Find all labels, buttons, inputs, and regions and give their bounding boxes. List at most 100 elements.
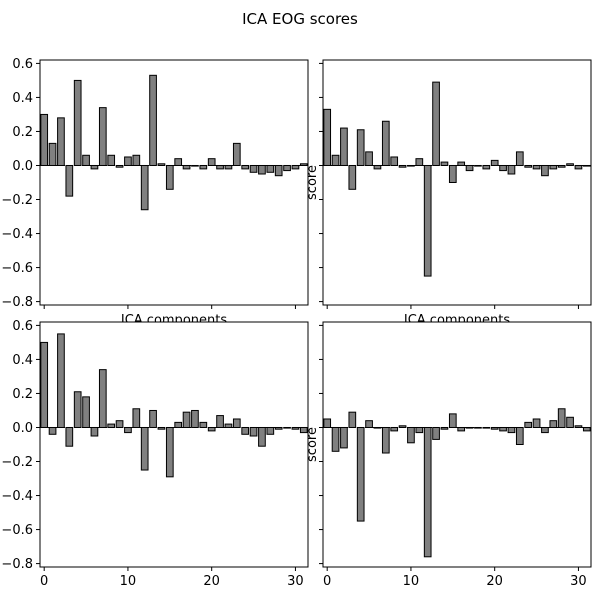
- bar-component-7: [381, 120, 390, 166]
- bar-component-11: [132, 408, 141, 428]
- bar-component-30: [291, 164, 300, 170]
- x-tick-label: 20: [203, 574, 220, 589]
- bar-component-27: [266, 164, 275, 173]
- bar-component-19: [199, 164, 208, 170]
- bar-component-2: [57, 333, 65, 428]
- plot-area: [323, 60, 591, 305]
- bar-component-11: [415, 426, 424, 434]
- bar-component-23: [515, 151, 524, 166]
- bar-component-28: [557, 408, 566, 428]
- bar-component-2: [57, 117, 65, 166]
- figure-title: ICA EOG scores: [242, 10, 358, 28]
- bar-component-15: [165, 164, 174, 190]
- bar-component-21: [216, 415, 224, 428]
- bar-component-12: [423, 164, 432, 277]
- subplot-grid: −0.8 −0.6 −0.4 −0.2 0.0 0.2 0.4 0.6 ICA componen…: [1, 57, 592, 589]
- bar-component-0: [323, 108, 332, 166]
- bar-component-2: [340, 127, 348, 166]
- bar-component-30: [574, 164, 583, 170]
- bar-component-26: [541, 426, 549, 434]
- bar-component-5: [82, 154, 90, 166]
- bar-component-27: [549, 164, 558, 170]
- bar-component-1: [48, 426, 57, 435]
- bar-component-10: [124, 426, 132, 434]
- bar-component-4: [73, 79, 82, 166]
- bar-component-20: [490, 159, 499, 166]
- bar-component-22: [224, 164, 233, 170]
- bar-component-11: [415, 158, 424, 166]
- bar-component-23: [232, 418, 241, 428]
- bar-component-29: [283, 164, 291, 172]
- bar-component-31: [582, 426, 591, 432]
- bar-component-28: [274, 164, 283, 177]
- bar-component-0: [40, 113, 49, 166]
- bar-component-3: [65, 164, 74, 197]
- y-tick-label: −0.6: [1, 523, 33, 538]
- bar-component-26: [258, 426, 266, 447]
- bar-component-6: [373, 164, 382, 170]
- bar-component-2: [340, 426, 348, 449]
- bar-component-4: [356, 129, 365, 166]
- bar-component-22: [224, 423, 233, 428]
- axes-frame: [322, 59, 592, 306]
- x-tick-label: 10: [120, 574, 137, 589]
- x-tick-label: 30: [570, 574, 587, 589]
- y-tick-label: 0.6: [12, 319, 33, 334]
- bar-component-14: [440, 161, 449, 166]
- y-tick-label: 0.4: [12, 353, 33, 368]
- y-tick-label: −0.4: [1, 227, 33, 242]
- bar-component-0: [40, 341, 49, 428]
- subplot-4: 0 10 20 30 score: [305, 321, 592, 589]
- bar-component-16: [457, 161, 466, 166]
- axes-frame: [39, 321, 309, 568]
- bar-component-20: [207, 158, 216, 166]
- bar-component-10: [124, 156, 132, 166]
- y-tick-label: −0.8: [1, 295, 33, 310]
- bar-component-11: [132, 154, 141, 166]
- x-tick-label: 0: [40, 574, 48, 589]
- plot-area: [40, 60, 308, 305]
- bar-component-1: [48, 142, 57, 166]
- bar-component-20: [207, 426, 216, 432]
- bar-component-5: [82, 396, 90, 428]
- bar-component-15: [448, 413, 457, 428]
- bar-component-27: [549, 420, 558, 428]
- bar-component-13: [432, 81, 440, 166]
- bar-component-23: [232, 142, 241, 166]
- bar-component-16: [174, 158, 183, 166]
- bar-component-4: [73, 391, 82, 428]
- bar-component-25: [249, 164, 258, 173]
- bar-component-0: [323, 418, 332, 428]
- bar-component-1: [331, 154, 340, 166]
- bar-component-13: [432, 426, 440, 440]
- y-tick-label: −0.2: [1, 455, 33, 470]
- bar-component-25: [249, 426, 258, 437]
- bar-component-7: [98, 107, 107, 166]
- bar-component-8: [107, 423, 116, 428]
- y-tick-label: −0.6: [1, 261, 33, 276]
- bar-component-13: [149, 74, 157, 166]
- x-tick-label: 20: [486, 574, 503, 589]
- x-tick-label: 30: [287, 574, 304, 589]
- y-tick-label: 0.6: [12, 57, 33, 72]
- bar-component-17: [182, 164, 191, 170]
- bar-component-12: [423, 426, 432, 558]
- y-axis-label: score: [305, 427, 320, 462]
- bar-component-19: [482, 164, 491, 170]
- bar-component-19: [199, 421, 208, 428]
- bar-component-12: [140, 426, 149, 471]
- y-tick-label: −0.8: [1, 557, 33, 572]
- bar-component-8: [390, 426, 399, 432]
- y-tick-label: 0.2: [12, 125, 33, 140]
- bar-component-25: [532, 418, 541, 428]
- bar-component-10: [407, 426, 415, 444]
- bar-component-26: [258, 164, 266, 175]
- bar-component-9: [115, 420, 124, 428]
- bar-component-8: [390, 156, 399, 166]
- bar-component-24: [241, 164, 250, 170]
- bar-component-6: [90, 164, 99, 170]
- plot-area: [323, 322, 591, 567]
- bar-component-5: [365, 420, 373, 428]
